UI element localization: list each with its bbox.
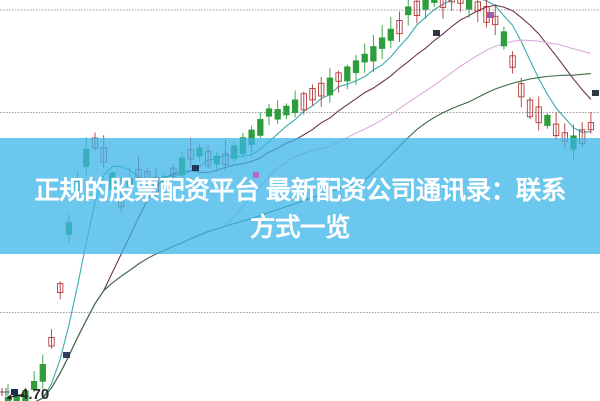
svg-text:4.70: 4.70	[20, 386, 49, 401]
